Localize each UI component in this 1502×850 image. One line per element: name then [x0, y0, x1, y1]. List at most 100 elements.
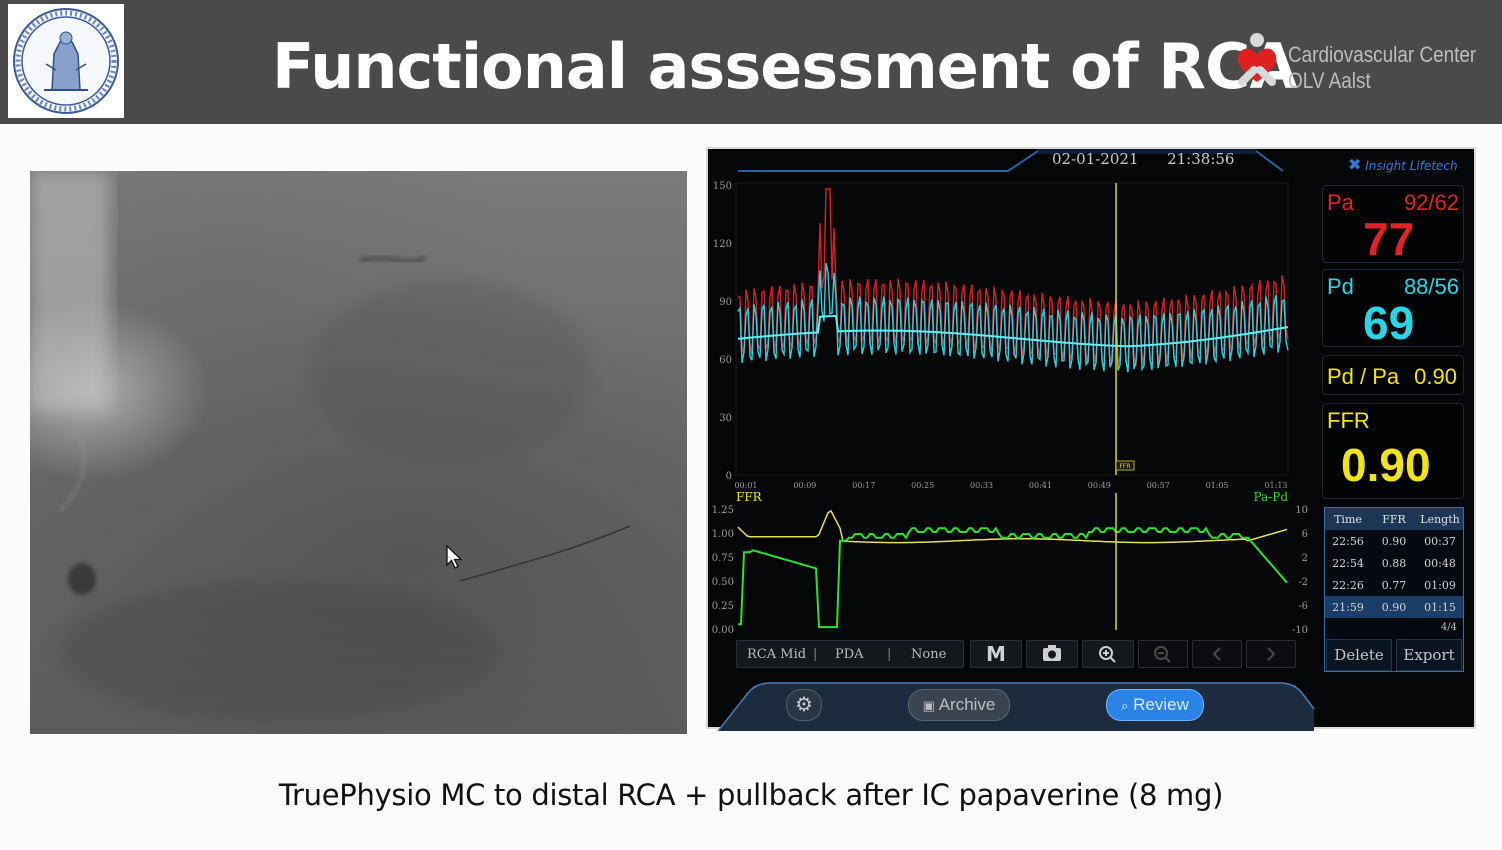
time-text: 21:38:56 — [1167, 150, 1235, 168]
mark-button[interactable]: M — [970, 640, 1022, 668]
archive-button[interactable]: ▣ Archive — [908, 689, 1010, 721]
table-row[interactable]: 22:56 0.90 00:37 — [1325, 530, 1463, 552]
pressure-x-tick: 00:17 — [852, 481, 875, 490]
settings-button[interactable]: ⚙ — [786, 689, 822, 721]
next-button[interactable] — [1246, 640, 1296, 668]
slide-header: Functional assessment of RCA Cardiovascu… — [0, 0, 1502, 124]
papd-y-tick: -6 — [1298, 601, 1308, 612]
papd-y-tick: -10 — [1292, 625, 1308, 635]
pa-sys-dia: 92/62 — [1403, 190, 1459, 215]
table-cell: 21:59 — [1332, 600, 1364, 614]
pressure-x-tick: 00:33 — [970, 481, 993, 490]
ffr-axis-label: FFR — [736, 490, 763, 504]
archive-label: Archive — [938, 695, 996, 714]
papd-y-tick: 10 — [1295, 505, 1308, 516]
segment-pda[interactable]: PDA — [835, 647, 864, 662]
ffr-y-tick: 0.25 — [712, 601, 734, 612]
camera-icon — [1043, 645, 1061, 661]
brand-line-1: Cardiovascular Center — [1288, 42, 1477, 67]
pressure-x-tick: 01:05 — [1206, 481, 1229, 490]
review-button[interactable]: ⌕ Review — [1106, 689, 1204, 721]
archive-icon: ▣ — [922, 698, 935, 713]
pressure-x-tick: 01:13 — [1264, 481, 1287, 490]
table-header-row: Time FFR Length — [1325, 508, 1463, 530]
date-text: 02-01-2021 — [1052, 150, 1139, 168]
papd-y-tick: 6 — [1302, 529, 1308, 540]
angiography-image — [30, 171, 687, 734]
pdpa-value: 0.90 — [1414, 364, 1457, 389]
brand-text: Cardiovascular Center OLV Aalst — [1288, 42, 1476, 94]
zoom-in-button[interactable] — [1082, 640, 1134, 668]
ffr-y-tick: 1.00 — [712, 529, 734, 540]
pdpa-label: Pd / Pa — [1327, 364, 1400, 389]
ffr-pullback-chart: FFR Pa-Pd 1.25 1.00 0.75 0.50 0.25 0.00 10 6 2 -… — [712, 490, 1308, 635]
table-page-indicator: 4/4 — [1440, 622, 1457, 633]
segment-divider-1: | — [813, 647, 818, 662]
table-cell: 0.77 — [1381, 578, 1407, 592]
bottom-nav-bar — [708, 682, 1315, 731]
pressure-y-tick: 0 — [726, 471, 732, 482]
table-header-length: Length — [1420, 512, 1460, 526]
table-row-selected[interactable]: 21:59 0.90 01:15 — [1325, 596, 1463, 618]
segment-selector[interactable]: RCA Mid | PDA | None — [736, 640, 964, 668]
ffr-monitor-screen: 02-01-2021 21:38:56 ✖ Insight Lifetech 1… — [706, 147, 1476, 731]
ffr-marker-label: FFR — [1119, 463, 1130, 470]
segment-none[interactable]: None — [911, 647, 947, 662]
pressure-y-tick: 150 — [713, 181, 732, 192]
table-cell: 22:26 — [1332, 578, 1364, 592]
table-cell: 00:37 — [1424, 534, 1456, 548]
segment-rca-mid[interactable]: RCA Mid — [747, 647, 807, 662]
pressure-y-tick: 120 — [713, 239, 732, 250]
pd-mean-line — [737, 314, 1289, 348]
pd-panel: Pd 88/56 69 — [1322, 269, 1464, 349]
mouse-pointer-icon — [446, 545, 463, 569]
pa-mean: 77 — [1363, 213, 1415, 265]
ffr-y-tick: 0.75 — [712, 553, 734, 564]
camera-button[interactable] — [1026, 640, 1078, 668]
pressure-x-tick: 00:01 — [734, 481, 757, 490]
table-row[interactable]: 22:54 0.88 00:48 — [1325, 552, 1463, 574]
papd-axis-label: Pa-Pd — [1254, 490, 1289, 504]
pressure-y-tick: 60 — [719, 355, 732, 366]
export-button[interactable]: Export — [1396, 639, 1462, 671]
pa-panel: Pa 92/62 77 — [1322, 185, 1464, 265]
slide-caption: TruePhysio MC to distal RCA + pullback a… — [278, 778, 1224, 812]
pa-label: Pa — [1327, 190, 1354, 215]
ffr-y-tick: 1.25 — [712, 505, 734, 516]
brand-line-2: OLV Aalst — [1288, 68, 1371, 93]
table-cell: 01:09 — [1424, 578, 1456, 592]
table-row[interactable]: 22:26 0.77 01:09 — [1325, 574, 1463, 596]
pd-waveform — [737, 262, 1289, 373]
pressure-x-tick: 00:41 — [1029, 481, 1052, 490]
ffr-label: FFR — [1327, 408, 1370, 433]
table-cell: 01:15 — [1424, 600, 1456, 614]
papd-y-tick: 2 — [1302, 553, 1308, 564]
vendor-logo: ✖ Insight Lifetech — [1348, 155, 1458, 174]
pressure-x-tick: 00:09 — [793, 481, 816, 490]
delete-button[interactable]: Delete — [1326, 639, 1392, 671]
pressure-x-tick: 00:49 — [1088, 481, 1111, 490]
pressure-y-tick: 30 — [719, 413, 732, 424]
table-header-ffr: FFR — [1382, 512, 1406, 526]
zoom-in-icon — [1099, 646, 1116, 663]
ffr-y-tick: 0.50 — [712, 577, 734, 588]
university-seal-logo — [8, 4, 124, 118]
table-cell: 00:48 — [1424, 556, 1456, 570]
pressure-x-tick: 00:57 — [1147, 481, 1170, 490]
ffr-marker — [1115, 460, 1135, 471]
slide-title: Functional assessment of RCA — [272, 30, 1297, 103]
table-cell: 0.90 — [1381, 600, 1407, 614]
pressure-chart: 150 120 90 60 30 0 00:01 00:09 00:17 00:25 00:33 0… — [713, 181, 1289, 490]
date-time-display: 02-01-2021 21:38:56 — [1052, 150, 1234, 168]
prev-button[interactable] — [1192, 640, 1242, 668]
table-cell: 0.90 — [1381, 534, 1407, 548]
pressure-y-tick: 90 — [719, 297, 732, 308]
table-header-time: Time — [1334, 512, 1362, 526]
segment-divider-2: | — [887, 647, 892, 662]
ffr-value: 0.90 — [1341, 439, 1431, 491]
zoom-out-button[interactable] — [1138, 640, 1188, 668]
ffr-y-tick: 0.00 — [712, 625, 734, 635]
table-cell: 22:54 — [1332, 556, 1364, 570]
table-cell: 22:56 — [1332, 534, 1364, 548]
vendor-name: Insight Lifetech — [1365, 159, 1458, 173]
